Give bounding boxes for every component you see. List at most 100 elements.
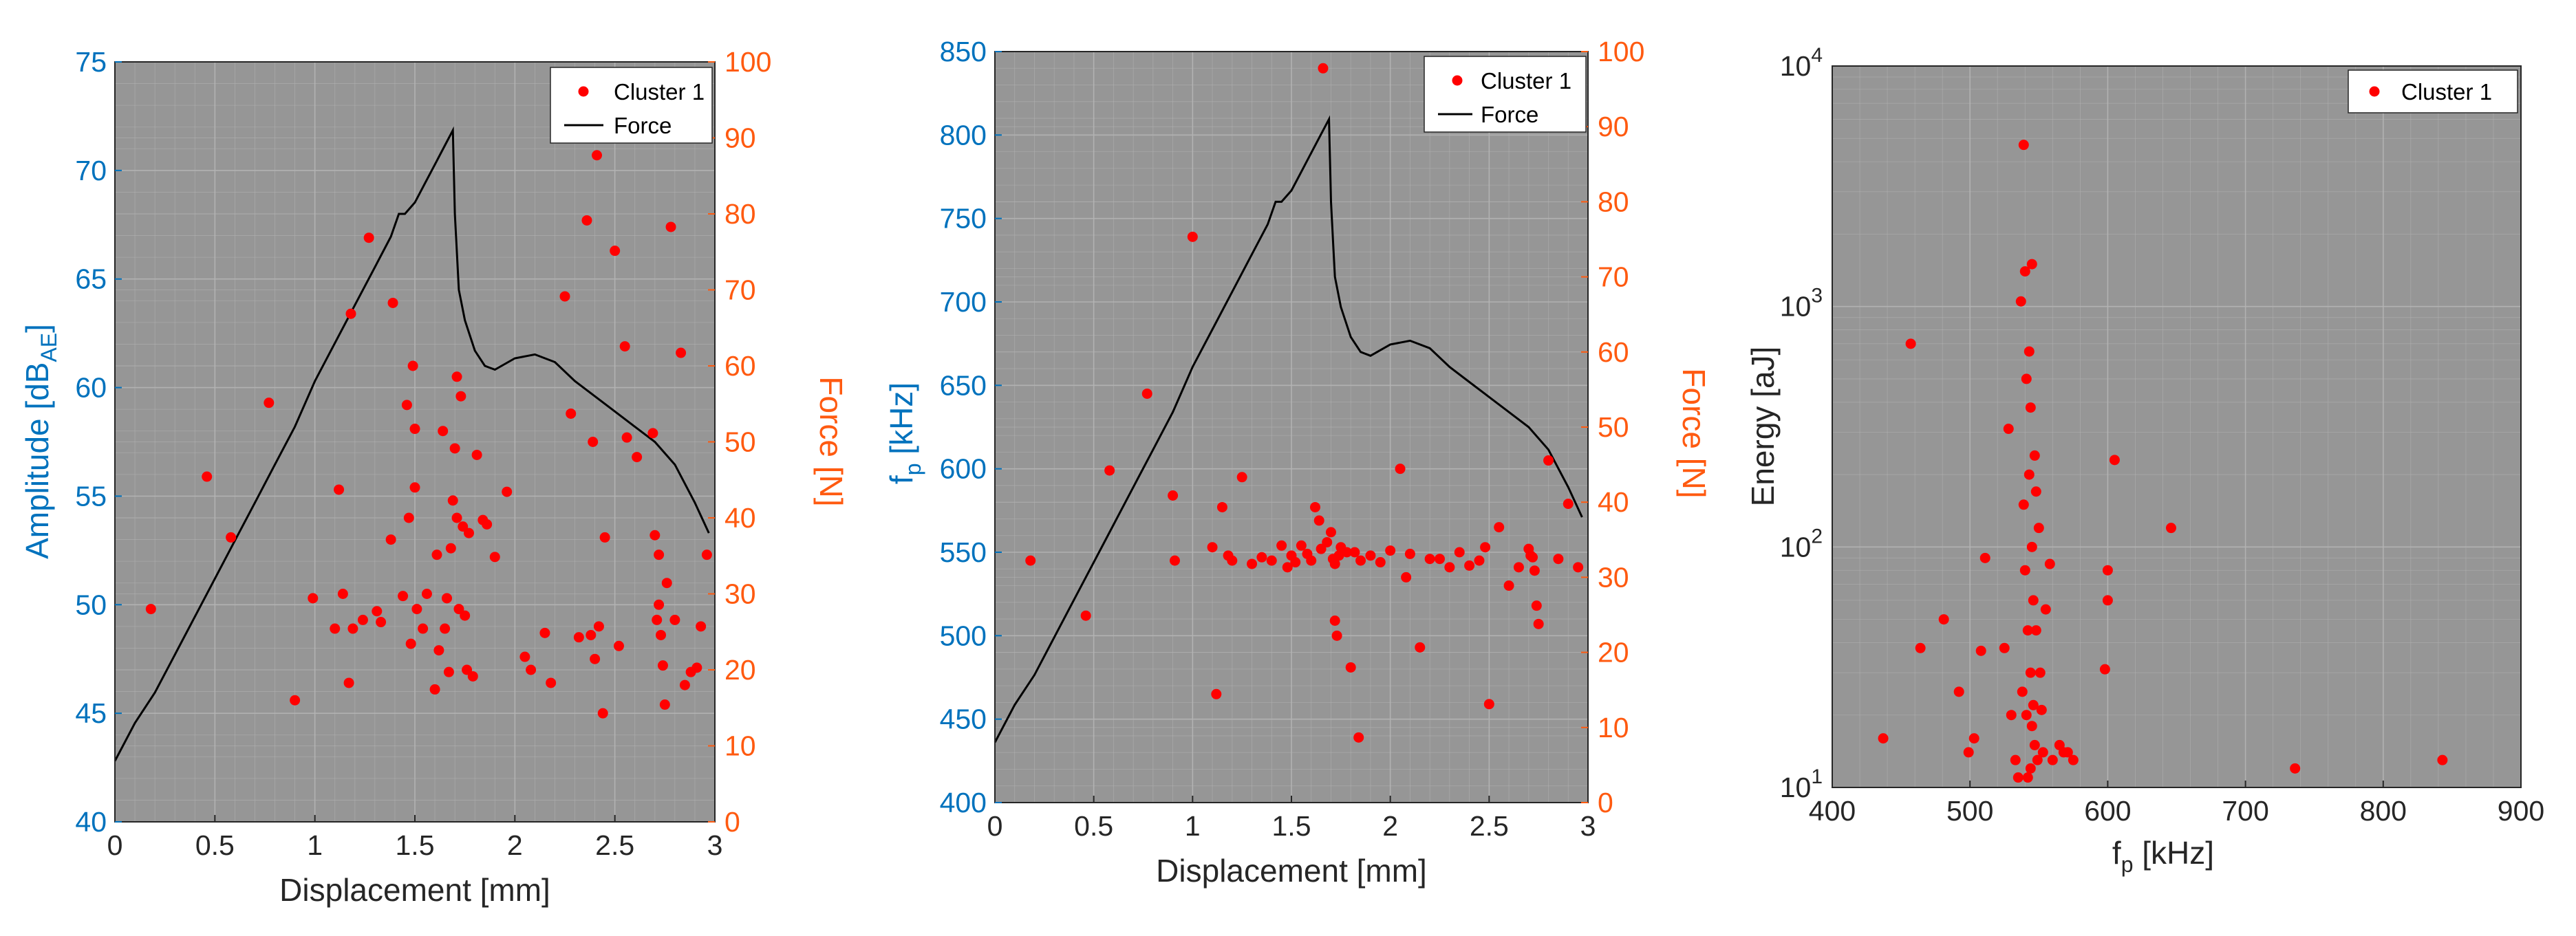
cluster-1-point	[1316, 543, 1327, 554]
y-tick-label-right: 40	[724, 502, 756, 534]
cluster-1-point	[2017, 686, 2028, 697]
panel-energy-vs-fp: 400 500 600 700 800 900 101 102 103 104 fp [kHz]…	[1745, 44, 2544, 877]
y-axis-label-right-1: Force [N]	[813, 376, 849, 506]
cluster-1-point	[2024, 469, 2035, 480]
x-tick-label: 900	[2498, 795, 2544, 827]
cluster-1-point	[1211, 688, 1222, 699]
y-tick-label-right: 70	[1598, 261, 1629, 293]
cluster-1-point	[1543, 455, 1554, 466]
cluster-1-point	[1963, 747, 1974, 758]
y-tick-label-right: 10	[1598, 712, 1629, 743]
cluster-1-point	[2102, 595, 2113, 606]
cluster-1-point	[1953, 686, 1964, 697]
plot-area-3	[1832, 66, 2521, 787]
x-tick-label: 400	[1809, 795, 1856, 827]
legend-label-force-1: Force	[614, 113, 672, 138]
cluster-1-point	[654, 599, 665, 610]
cluster-1-point	[650, 530, 661, 541]
y-tick-label-right: 20	[724, 654, 756, 686]
cluster-1-point	[610, 246, 621, 257]
cluster-1-point	[387, 297, 398, 308]
cluster-1-point	[438, 426, 449, 437]
cluster-1-point	[440, 623, 451, 634]
cluster-1-point	[489, 552, 500, 563]
cluster-1-points-panel-3	[1878, 140, 2448, 783]
cluster-1-point	[1905, 338, 1916, 349]
cluster-1-point	[202, 471, 213, 482]
y-axis-label-left-2: fp [kHz]	[883, 382, 925, 484]
y-axis-label-left-3: Energy [aJ]	[1745, 347, 1781, 507]
cluster-1-point	[1236, 472, 1247, 483]
cluster-1-point	[2026, 259, 2037, 270]
y-tick-label-right: 50	[1598, 411, 1629, 443]
y-tick-label: 101	[1780, 765, 1823, 803]
cluster-1-point	[1915, 642, 1926, 653]
cluster-1-point	[2047, 754, 2058, 765]
cluster-1-point	[654, 549, 665, 560]
cluster-1-point	[1503, 580, 1514, 591]
cluster-1-point	[659, 699, 670, 710]
cluster-1-point	[2015, 296, 2026, 307]
cluster-1-point	[1563, 499, 1574, 510]
cluster-1-point	[467, 671, 478, 682]
cluster-1-point	[1353, 732, 1364, 743]
cluster-1-point	[376, 617, 387, 628]
cluster-1-points-panel-2	[1025, 63, 1584, 743]
cluster-1-point	[2099, 664, 2110, 675]
cluster-1-point	[2019, 565, 2030, 576]
cluster-1-point	[1385, 545, 1396, 556]
cluster-1-point	[1141, 388, 1152, 399]
cluster-1-point	[1480, 542, 1491, 553]
legend-2: Cluster 1 Force	[1424, 56, 1587, 133]
x-axis-label-3: fp [kHz]	[2112, 835, 2214, 877]
cluster-1-point	[1527, 552, 1538, 563]
cluster-1-point	[363, 232, 374, 243]
cluster-1-point	[264, 398, 275, 409]
cluster-1-point	[1979, 552, 1990, 563]
x-ticks-3: 400 500 600 700 800 900	[1809, 781, 2544, 827]
legend-marker-2	[1452, 75, 1463, 86]
cluster-1-point	[502, 486, 513, 497]
x-tick-label: 700	[2222, 795, 2268, 827]
cluster-1-point	[1415, 642, 1426, 653]
cluster-1-point	[1444, 562, 1455, 573]
y-tick-label-right: 60	[1598, 336, 1629, 368]
cluster-1-points-panel-1	[145, 150, 712, 719]
cluster-1-point	[145, 604, 156, 615]
cluster-1-point	[409, 424, 420, 435]
cluster-1-point	[385, 534, 396, 545]
cluster-1-point	[676, 347, 687, 358]
cluster-1-point	[1474, 555, 1485, 566]
cluster-1-point	[590, 653, 601, 664]
y-tick-label: 650	[940, 369, 987, 401]
cluster-1-point	[1401, 572, 1412, 583]
cluster-1-point	[1355, 555, 1366, 566]
y-tick-label: 700	[940, 286, 987, 318]
y-tick-label-right: 0	[724, 806, 740, 838]
cluster-1-point	[1169, 555, 1180, 566]
y-tick-label-right: 60	[724, 350, 756, 382]
cluster-1-point	[1290, 557, 1301, 568]
y-tick-label-right: 50	[724, 426, 756, 458]
cluster-1-point	[2044, 558, 2055, 569]
cluster-1-point	[463, 527, 474, 538]
cluster-1-point	[1968, 733, 1979, 744]
cluster-1-point	[1296, 540, 1307, 551]
cluster-1-point	[1365, 550, 1376, 561]
cluster-1-point	[1104, 465, 1115, 476]
x-ticks-2: 0 0.5 1 1.5 2 2.5 3	[987, 796, 1596, 842]
x-tick-label: 800	[2360, 795, 2407, 827]
cluster-1-point	[588, 437, 599, 447]
cluster-1-point	[2036, 704, 2047, 715]
x-tick-label: 2.5	[1470, 810, 1509, 842]
y-tick-label-right: 10	[724, 730, 756, 762]
cluster-1-point	[691, 662, 702, 673]
cluster-1-point	[1404, 548, 1415, 559]
cluster-1-point	[2018, 499, 2029, 510]
cluster-1-point	[345, 308, 356, 319]
plot-frame-3	[1832, 65, 2522, 788]
cluster-1-point	[519, 651, 530, 662]
cluster-1-point	[2025, 763, 2036, 774]
y-tick-label: 800	[940, 119, 987, 151]
